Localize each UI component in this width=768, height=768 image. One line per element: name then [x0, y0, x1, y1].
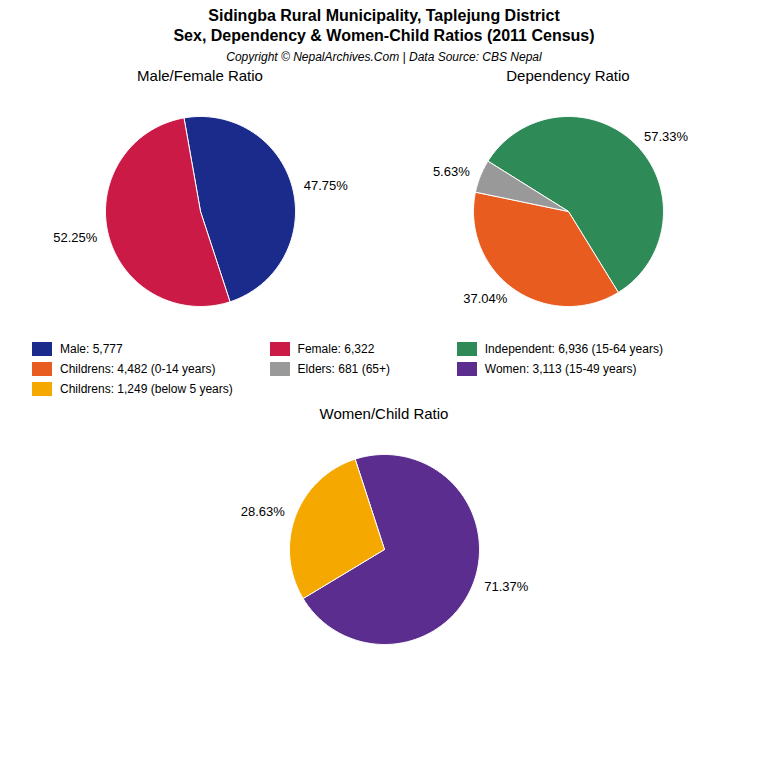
html-text:Copyright © NepalArchives.Com: Copyright © NepalArchives.Com | Data Sou…	[226, 50, 542, 64]
svg-text:5.63%: 5.63%	[433, 164, 470, 179]
svg-text:28.63%: 28.63%	[241, 504, 286, 519]
html-text:Male: 5,777: Male: 5,777	[60, 342, 123, 356]
html-text:Female: 6,322: Female: 6,322	[297, 342, 375, 356]
html-text:Elders: 681 (65+): Elders: 681 (65+)	[297, 362, 390, 376]
svg-text:47.75%: 47.75%	[304, 178, 349, 193]
svg-text:52.25%: 52.25%	[53, 229, 98, 244]
html-text:Sidingba Rural Municipality, T: Sidingba Rural Municipality, Taplejung D…	[208, 7, 560, 24]
html-text:Women: 3,113 (15-49 years): Women: 3,113 (15-49 years)	[484, 362, 637, 376]
html-text:Women/Child Ratio: Women/Child Ratio	[319, 405, 449, 422]
html-text:Independent: 6,936 (15-64 year: Independent: 6,936 (15-64 years)	[484, 342, 663, 356]
html-text:Sex, Dependency & Women-Child: Sex, Dependency & Women-Child Ratios (20…	[173, 27, 595, 44]
svg-text:57.33%: 57.33%	[644, 129, 689, 144]
html-text:Childrens: 4,482 (0-14 years): Childrens: 4,482 (0-14 years)	[60, 362, 216, 376]
html-text:Dependency Ratio: Dependency Ratio	[506, 67, 630, 84]
svg-text:71.37%: 71.37%	[484, 579, 529, 594]
html-text:Male/Female Ratio: Male/Female Ratio	[137, 67, 263, 84]
svg-text:37.04%: 37.04%	[463, 291, 508, 306]
html-text:Childrens: 1,249 (below 5 year: Childrens: 1,249 (below 5 years)	[60, 382, 233, 396]
